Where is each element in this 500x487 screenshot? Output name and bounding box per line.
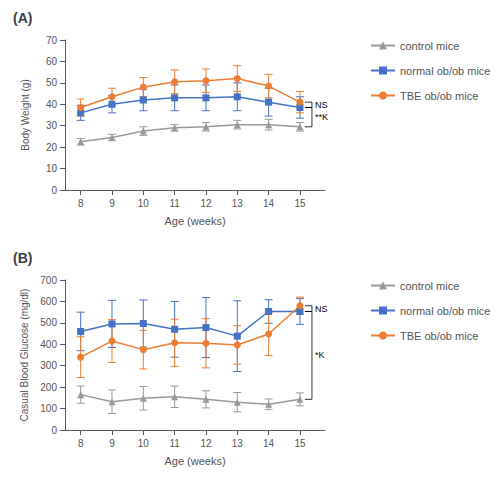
svg-text:10: 10 <box>138 438 150 449</box>
svg-text:400: 400 <box>40 339 57 350</box>
svg-text:11: 11 <box>169 438 180 449</box>
svg-text:Age (weeks): Age (weeks) <box>164 215 225 227</box>
svg-text:Body Weight (g): Body Weight (g) <box>20 79 31 151</box>
svg-text:0: 0 <box>51 185 57 196</box>
svg-text:normal ob/ob mice: normal ob/ob mice <box>400 65 491 77</box>
svg-text:14: 14 <box>263 438 275 449</box>
svg-text:100: 100 <box>40 403 57 414</box>
svg-text:control mice: control mice <box>400 280 459 292</box>
svg-text:(B): (B) <box>13 250 32 266</box>
svg-text:600: 600 <box>40 296 57 307</box>
svg-text:200: 200 <box>40 382 57 393</box>
svg-text:15: 15 <box>294 198 306 209</box>
svg-text:50: 50 <box>46 77 58 88</box>
svg-text:8: 8 <box>78 438 84 449</box>
svg-text:12: 12 <box>200 198 212 209</box>
svg-text:20: 20 <box>46 142 58 153</box>
svg-text:*K: *K <box>315 350 325 360</box>
svg-text:**K: **K <box>315 112 328 122</box>
svg-text:40: 40 <box>46 99 58 110</box>
svg-text:14: 14 <box>263 198 275 209</box>
svg-text:TBE ob/ob mice: TBE ob/ob mice <box>400 330 478 342</box>
svg-text:control mice: control mice <box>400 40 459 52</box>
svg-text:Casual Blood Glucose (mg/dl): Casual Blood Glucose (mg/dl) <box>19 289 30 422</box>
svg-text:30: 30 <box>46 120 58 131</box>
svg-text:(A): (A) <box>13 10 32 26</box>
svg-text:11: 11 <box>169 198 180 209</box>
svg-text:normal ob/ob mice: normal ob/ob mice <box>400 305 491 317</box>
svg-text:8: 8 <box>78 198 84 209</box>
svg-text:10: 10 <box>138 198 150 209</box>
svg-text:13: 13 <box>232 198 244 209</box>
svg-text:700: 700 <box>40 275 57 286</box>
svg-text:70: 70 <box>46 35 58 46</box>
svg-text:Age (weeks): Age (weeks) <box>164 455 225 467</box>
svg-text:0: 0 <box>51 425 57 436</box>
svg-text:TBE ob/ob mice: TBE ob/ob mice <box>400 90 478 102</box>
svg-text:15: 15 <box>294 438 306 449</box>
svg-text:10: 10 <box>46 163 58 174</box>
svg-text:300: 300 <box>40 360 57 371</box>
svg-text:500: 500 <box>40 317 57 328</box>
svg-text:NS: NS <box>315 100 328 110</box>
svg-text:9: 9 <box>109 198 115 209</box>
svg-text:60: 60 <box>46 56 58 67</box>
svg-text:NS: NS <box>315 304 328 314</box>
svg-text:13: 13 <box>232 438 244 449</box>
svg-text:12: 12 <box>200 438 212 449</box>
svg-text:9: 9 <box>109 438 115 449</box>
